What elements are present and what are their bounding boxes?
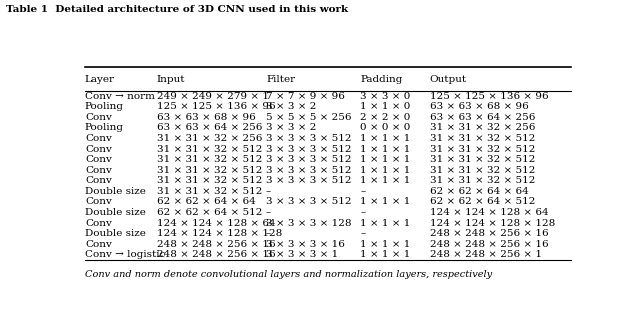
Text: 125 × 125 × 136 × 96: 125 × 125 × 136 × 96 xyxy=(157,102,275,111)
Text: 3 × 3 × 3 × 128: 3 × 3 × 3 × 128 xyxy=(266,219,351,228)
Text: 1 × 1 × 1: 1 × 1 × 1 xyxy=(360,166,411,175)
Text: 3 × 3 × 2: 3 × 3 × 2 xyxy=(266,102,316,111)
Text: 248 × 248 × 256 × 1: 248 × 248 × 256 × 1 xyxy=(429,250,541,259)
Text: –: – xyxy=(360,229,365,238)
Text: –: – xyxy=(266,229,271,238)
Text: Double size: Double size xyxy=(85,208,146,217)
Text: –: – xyxy=(266,208,271,217)
Text: Conv: Conv xyxy=(85,145,112,154)
Text: –: – xyxy=(266,187,271,196)
Text: 124 × 124 × 128 × 128: 124 × 124 × 128 × 128 xyxy=(157,229,282,238)
Text: 3 × 3 × 2: 3 × 3 × 2 xyxy=(266,123,316,132)
Text: 5 × 5 × 5 × 256: 5 × 5 × 5 × 256 xyxy=(266,113,351,122)
Text: 7 × 7 × 9 × 96: 7 × 7 × 9 × 96 xyxy=(266,92,345,101)
Text: Conv: Conv xyxy=(85,134,112,143)
Text: 31 × 31 × 32 × 512: 31 × 31 × 32 × 512 xyxy=(429,166,535,175)
Text: 31 × 31 × 32 × 512: 31 × 31 × 32 × 512 xyxy=(157,187,262,196)
Text: 1 × 1 × 1: 1 × 1 × 1 xyxy=(360,240,411,249)
Text: 62 × 62 × 64 × 512: 62 × 62 × 64 × 512 xyxy=(157,208,262,217)
Text: 31 × 31 × 32 × 512: 31 × 31 × 32 × 512 xyxy=(429,134,535,143)
Text: 3 × 3 × 3 × 512: 3 × 3 × 3 × 512 xyxy=(266,197,351,206)
Text: 1 × 1 × 1: 1 × 1 × 1 xyxy=(360,197,411,206)
Text: –: – xyxy=(360,208,365,217)
Text: 63 × 63 × 64 × 256: 63 × 63 × 64 × 256 xyxy=(429,113,535,122)
Text: Output: Output xyxy=(429,75,467,84)
Text: 248 × 248 × 256 × 16: 248 × 248 × 256 × 16 xyxy=(157,240,275,249)
Text: 124 × 124 × 128 × 64: 124 × 124 × 128 × 64 xyxy=(157,219,275,228)
Text: 1 × 1 × 0: 1 × 1 × 0 xyxy=(360,102,411,111)
Text: 125 × 125 × 136 × 96: 125 × 125 × 136 × 96 xyxy=(429,92,548,101)
Text: 1 × 1 × 1: 1 × 1 × 1 xyxy=(360,176,411,185)
Text: 31 × 31 × 32 × 512: 31 × 31 × 32 × 512 xyxy=(429,176,535,185)
Text: 31 × 31 × 32 × 512: 31 × 31 × 32 × 512 xyxy=(429,145,535,154)
Text: 248 × 248 × 256 × 16: 248 × 248 × 256 × 16 xyxy=(429,229,548,238)
Text: 31 × 31 × 32 × 256: 31 × 31 × 32 × 256 xyxy=(429,123,535,132)
Text: 31 × 31 × 32 × 512: 31 × 31 × 32 × 512 xyxy=(429,155,535,164)
Text: 63 × 63 × 68 × 96: 63 × 63 × 68 × 96 xyxy=(157,113,255,122)
Text: Input: Input xyxy=(157,75,186,84)
Text: 3 × 3 × 3 × 16: 3 × 3 × 3 × 16 xyxy=(266,240,345,249)
Text: 0 × 0 × 0: 0 × 0 × 0 xyxy=(360,123,411,132)
Text: 62 × 62 × 64 × 512: 62 × 62 × 64 × 512 xyxy=(429,197,535,206)
Text: 3 × 3 × 3 × 512: 3 × 3 × 3 × 512 xyxy=(266,155,351,164)
Text: 3 × 3 × 3 × 512: 3 × 3 × 3 × 512 xyxy=(266,176,351,185)
Text: 31 × 31 × 32 × 256: 31 × 31 × 32 × 256 xyxy=(157,134,262,143)
Text: 63 × 63 × 68 × 96: 63 × 63 × 68 × 96 xyxy=(429,102,529,111)
Text: Conv: Conv xyxy=(85,197,112,206)
Text: 1 × 1 × 1: 1 × 1 × 1 xyxy=(360,219,411,228)
Text: Table 1  Detailed architecture of 3D CNN used in this work: Table 1 Detailed architecture of 3D CNN … xyxy=(6,5,349,14)
Text: 248 × 248 × 256 × 16: 248 × 248 × 256 × 16 xyxy=(157,250,275,259)
Text: 1 × 1 × 1: 1 × 1 × 1 xyxy=(360,134,411,143)
Text: 31 × 31 × 32 × 512: 31 × 31 × 32 × 512 xyxy=(157,176,262,185)
Text: 62 × 62 × 64 × 64: 62 × 62 × 64 × 64 xyxy=(157,197,255,206)
Text: 62 × 62 × 64 × 64: 62 × 62 × 64 × 64 xyxy=(429,187,529,196)
Text: Double size: Double size xyxy=(85,229,146,238)
Text: Padding: Padding xyxy=(360,75,403,84)
Text: Conv: Conv xyxy=(85,219,112,228)
Text: 3 × 3 × 0: 3 × 3 × 0 xyxy=(360,92,411,101)
Text: Conv → logistic: Conv → logistic xyxy=(85,250,165,259)
Text: Conv → norm: Conv → norm xyxy=(85,92,155,101)
Text: 1 × 1 × 1: 1 × 1 × 1 xyxy=(360,145,411,154)
Text: Conv and norm denote convolutional layers and normalization layers, respectively: Conv and norm denote convolutional layer… xyxy=(85,270,492,279)
Text: Conv: Conv xyxy=(85,113,112,122)
Text: Layer: Layer xyxy=(85,75,115,84)
Text: 2 × 2 × 0: 2 × 2 × 0 xyxy=(360,113,411,122)
Text: 1 × 1 × 1: 1 × 1 × 1 xyxy=(360,155,411,164)
Text: 3 × 3 × 3 × 1: 3 × 3 × 3 × 1 xyxy=(266,250,339,259)
Text: Conv: Conv xyxy=(85,240,112,249)
Text: Conv: Conv xyxy=(85,155,112,164)
Text: Filter: Filter xyxy=(266,75,295,84)
Text: 31 × 31 × 32 × 512: 31 × 31 × 32 × 512 xyxy=(157,145,262,154)
Text: Pooling: Pooling xyxy=(85,102,124,111)
Text: 124 × 124 × 128 × 128: 124 × 124 × 128 × 128 xyxy=(429,219,555,228)
Text: 3 × 3 × 3 × 512: 3 × 3 × 3 × 512 xyxy=(266,166,351,175)
Text: 63 × 63 × 64 × 256: 63 × 63 × 64 × 256 xyxy=(157,123,262,132)
Text: 31 × 31 × 32 × 512: 31 × 31 × 32 × 512 xyxy=(157,166,262,175)
Text: –: – xyxy=(360,187,365,196)
Text: 1 × 1 × 1: 1 × 1 × 1 xyxy=(360,250,411,259)
Text: 31 × 31 × 32 × 512: 31 × 31 × 32 × 512 xyxy=(157,155,262,164)
Text: Conv: Conv xyxy=(85,166,112,175)
Text: 124 × 124 × 128 × 64: 124 × 124 × 128 × 64 xyxy=(429,208,548,217)
Text: Double size: Double size xyxy=(85,187,146,196)
Text: 3 × 3 × 3 × 512: 3 × 3 × 3 × 512 xyxy=(266,145,351,154)
Text: 248 × 248 × 256 × 16: 248 × 248 × 256 × 16 xyxy=(429,240,548,249)
Text: Conv: Conv xyxy=(85,176,112,185)
Text: Pooling: Pooling xyxy=(85,123,124,132)
Text: 249 × 249 × 279 × 1: 249 × 249 × 279 × 1 xyxy=(157,92,269,101)
Text: 3 × 3 × 3 × 512: 3 × 3 × 3 × 512 xyxy=(266,134,351,143)
